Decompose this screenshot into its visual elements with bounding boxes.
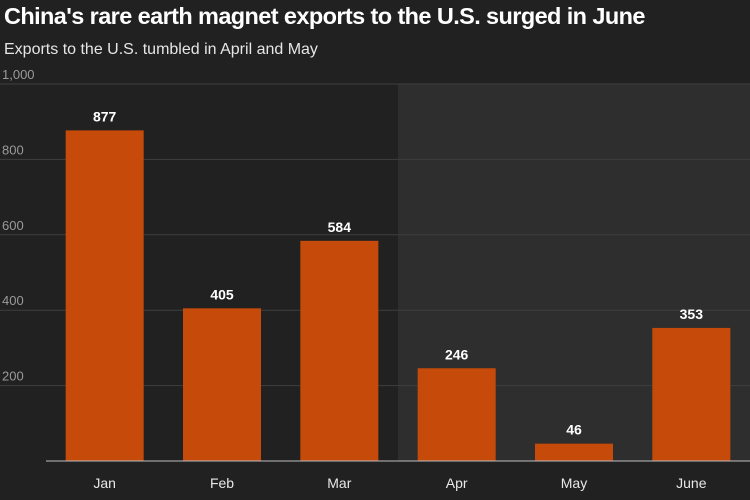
y-tick-label: 200 (2, 369, 24, 384)
data-label: 877 (93, 108, 117, 124)
x-tick-label: Feb (210, 475, 234, 491)
bar (183, 308, 261, 461)
chart-subtitle: Exports to the U.S. tumbled in April and… (4, 41, 318, 58)
x-tick-label: June (676, 475, 707, 491)
data-label: 46 (566, 422, 582, 438)
x-tick-label: Mar (327, 475, 351, 491)
x-tick-label: Apr (446, 475, 468, 491)
label-layer: 877 Jan 405 Feb 584 Mar 246 Apr 46 May 353 June (46, 108, 750, 491)
bar (65, 130, 144, 461)
data-label: 246 (445, 346, 469, 362)
bar (300, 240, 379, 461)
data-label: 353 (680, 306, 704, 322)
y-tick-label: 800 (2, 142, 24, 157)
x-tick-label: Jan (93, 475, 116, 491)
bar (417, 368, 496, 461)
chart-title: China's rare earth magnet exports to the… (4, 3, 645, 29)
y-tick-label: 1,000 (2, 67, 35, 82)
bar-layer (65, 130, 731, 461)
x-tick-label: May (561, 475, 587, 491)
y-tick-label: 400 (2, 293, 24, 308)
data-label: 405 (210, 286, 234, 302)
bar (535, 443, 613, 461)
bar (652, 327, 731, 461)
y-tick-label: 600 (2, 218, 24, 233)
data-label: 584 (328, 219, 352, 235)
